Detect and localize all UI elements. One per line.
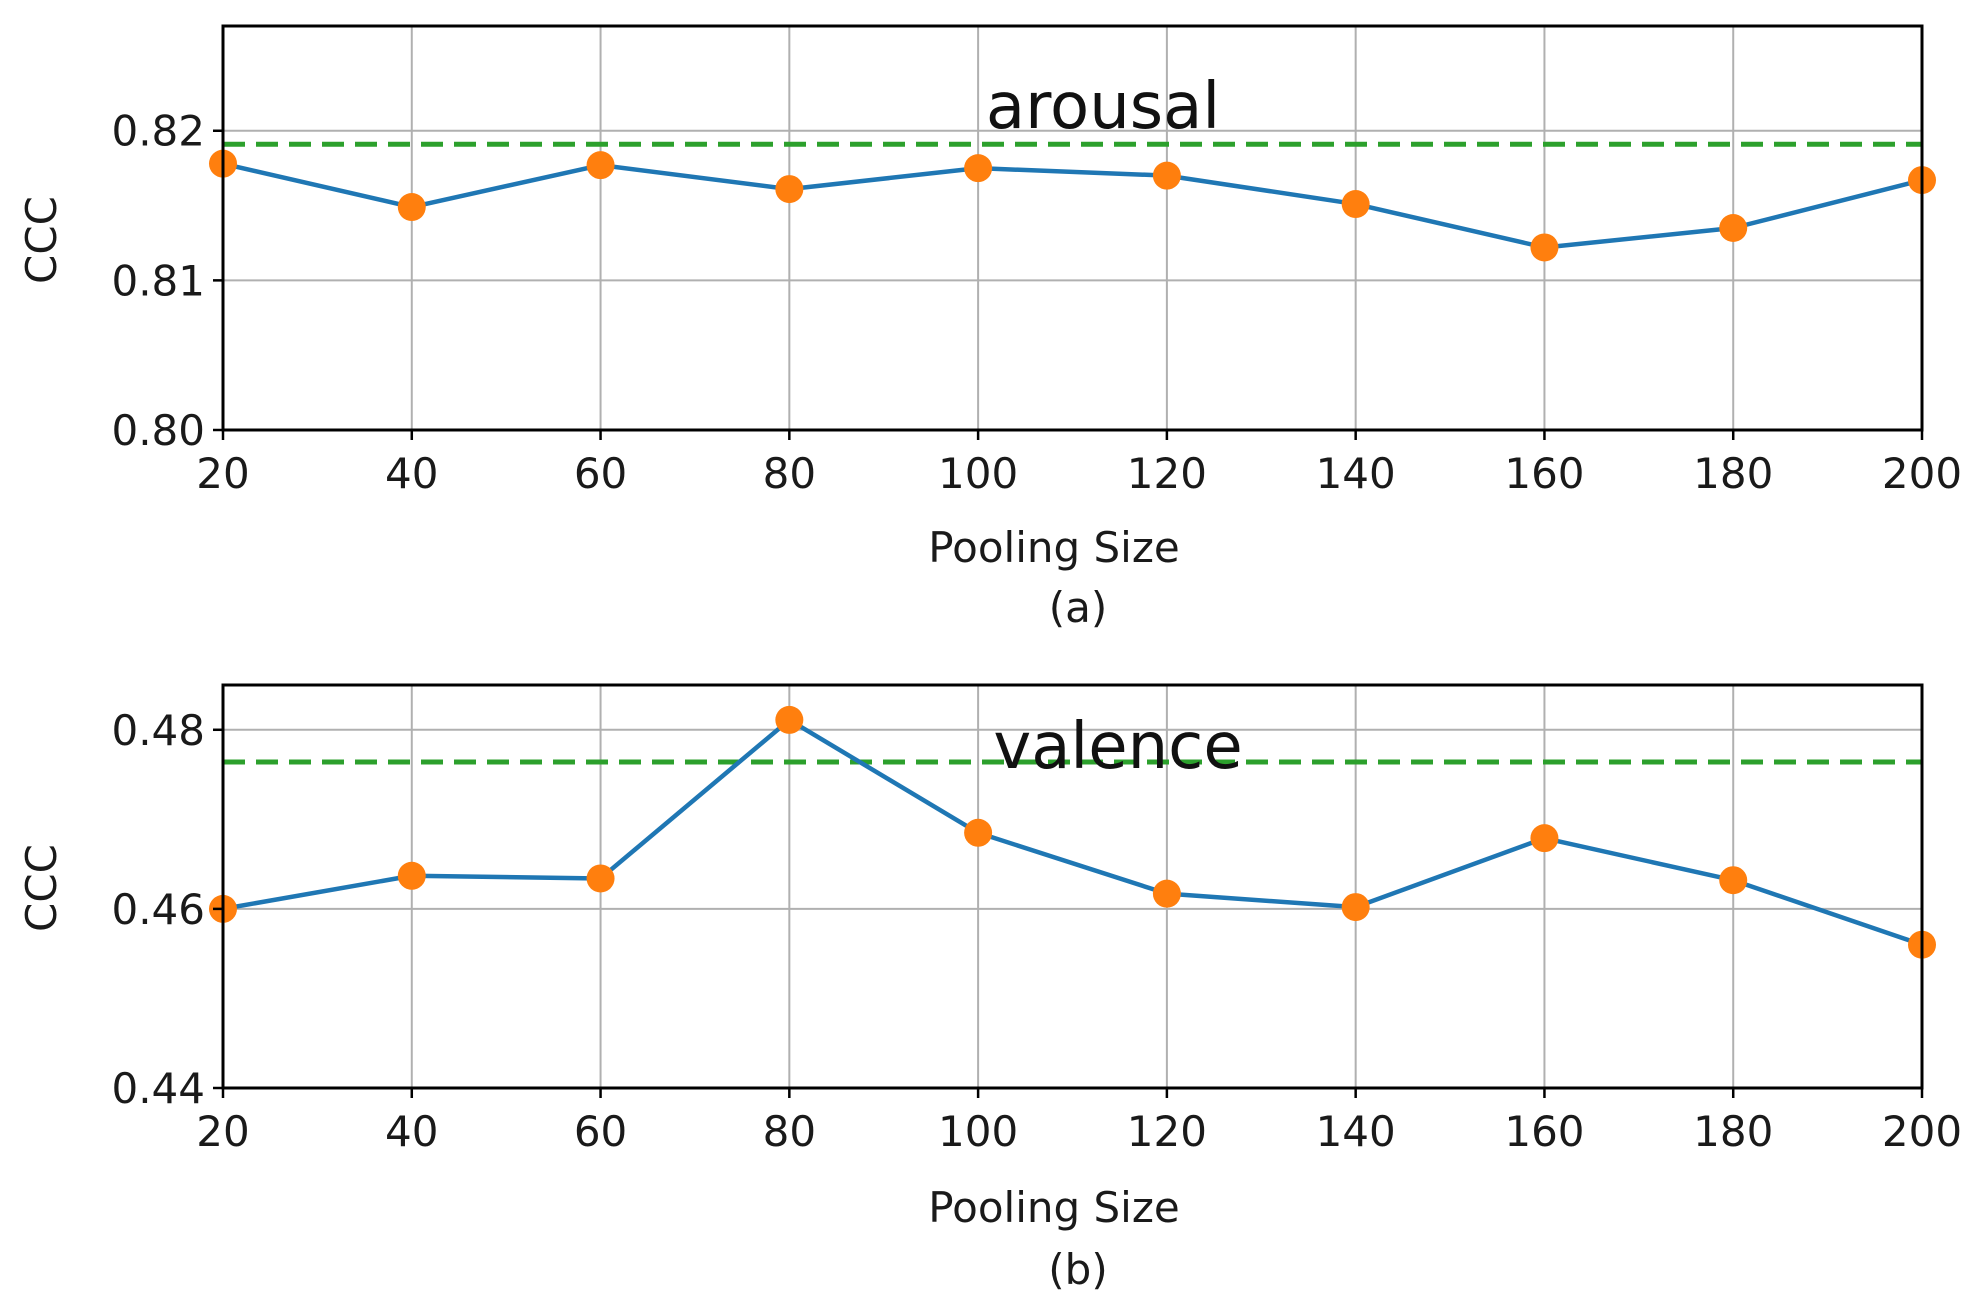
x-tick-label: 160 bbox=[1504, 1107, 1584, 1156]
x-tick-labels: 20 40 60 80 100 120 140 160 180 200 bbox=[196, 1088, 1962, 1156]
x-tick-label: 120 bbox=[1127, 449, 1207, 498]
data-point bbox=[586, 864, 615, 893]
y-axis-label: CCC bbox=[17, 196, 66, 284]
x-tick-label: 200 bbox=[1882, 449, 1962, 498]
y-tick-label: 0.80 bbox=[111, 406, 205, 455]
data-point bbox=[1341, 893, 1370, 922]
data-markers bbox=[209, 149, 1936, 262]
chart-title: valence bbox=[993, 710, 1242, 784]
y-tick-label: 0.48 bbox=[111, 706, 205, 755]
chart-title: arousal bbox=[986, 70, 1220, 144]
data-point bbox=[1530, 233, 1559, 262]
chart-panel-valence: 20 40 60 80 100 120 140 160 180 200 0.440.460.48 … bbox=[17, 683, 1962, 1294]
plot-frame bbox=[221, 24, 1924, 432]
y-tick-label: 0.81 bbox=[111, 256, 205, 305]
y-tick-label: 0.46 bbox=[111, 885, 205, 934]
x-tick-label: 180 bbox=[1693, 1107, 1773, 1156]
panel-caption: (a) bbox=[1049, 583, 1108, 632]
x-tick-label: 140 bbox=[1316, 449, 1396, 498]
series-layer bbox=[222, 161, 1923, 250]
y-axis-label: CCC bbox=[17, 844, 66, 932]
data-point bbox=[775, 175, 804, 204]
data-point bbox=[397, 861, 426, 890]
x-axis-label: Pooling Size bbox=[928, 523, 1179, 572]
data-point bbox=[964, 818, 993, 847]
data-point bbox=[586, 151, 615, 180]
y-tick-labels: 0.80 0.81 0.82 bbox=[111, 107, 223, 455]
data-point bbox=[1341, 190, 1370, 219]
panel-caption: (b) bbox=[1048, 1245, 1107, 1294]
data-point bbox=[1530, 824, 1559, 853]
x-tick-label: 100 bbox=[938, 449, 1018, 498]
x-tick-label: 160 bbox=[1504, 449, 1584, 498]
x-tick-label: 80 bbox=[763, 449, 816, 498]
data-point bbox=[1152, 879, 1181, 908]
data-point bbox=[1719, 214, 1748, 242]
x-tick-label: 80 bbox=[763, 1107, 816, 1156]
data-point bbox=[964, 154, 993, 183]
x-tick-label: 20 bbox=[196, 1107, 249, 1156]
data-point bbox=[397, 193, 426, 222]
x-tick-label: 20 bbox=[196, 449, 249, 498]
x-axis-label: Pooling Size bbox=[928, 1183, 1179, 1232]
series-line bbox=[222, 717, 1923, 947]
x-tick-labels: 20 40 60 80 100 120 140 160 180 200 bbox=[196, 430, 1962, 498]
data-point bbox=[1719, 866, 1748, 895]
x-tick-label: 60 bbox=[574, 1107, 627, 1156]
x-tick-label: 180 bbox=[1693, 449, 1773, 498]
data-point bbox=[775, 705, 804, 734]
x-tick-label: 140 bbox=[1316, 1107, 1396, 1156]
x-tick-label: 60 bbox=[574, 449, 627, 498]
y-tick-label: 0.44 bbox=[111, 1064, 205, 1113]
data-point bbox=[1152, 161, 1181, 190]
x-tick-label: 100 bbox=[938, 1107, 1018, 1156]
series-layer bbox=[222, 717, 1923, 947]
x-tick-label: 40 bbox=[385, 449, 438, 498]
x-tick-label: 40 bbox=[385, 1107, 438, 1156]
x-tick-label: 200 bbox=[1882, 1107, 1962, 1156]
x-tick-label: 120 bbox=[1127, 1107, 1207, 1156]
plot-frame bbox=[221, 683, 1924, 1090]
series-line bbox=[222, 161, 1923, 250]
y-tick-labels: 0.44 0.46 0.48 bbox=[111, 706, 223, 1113]
y-tick-label: 0.82 bbox=[111, 107, 205, 156]
chart-panel-arousal: 20 40 60 80 100 120 140 160 180 200 0.800.810.82 … bbox=[17, 24, 1962, 632]
